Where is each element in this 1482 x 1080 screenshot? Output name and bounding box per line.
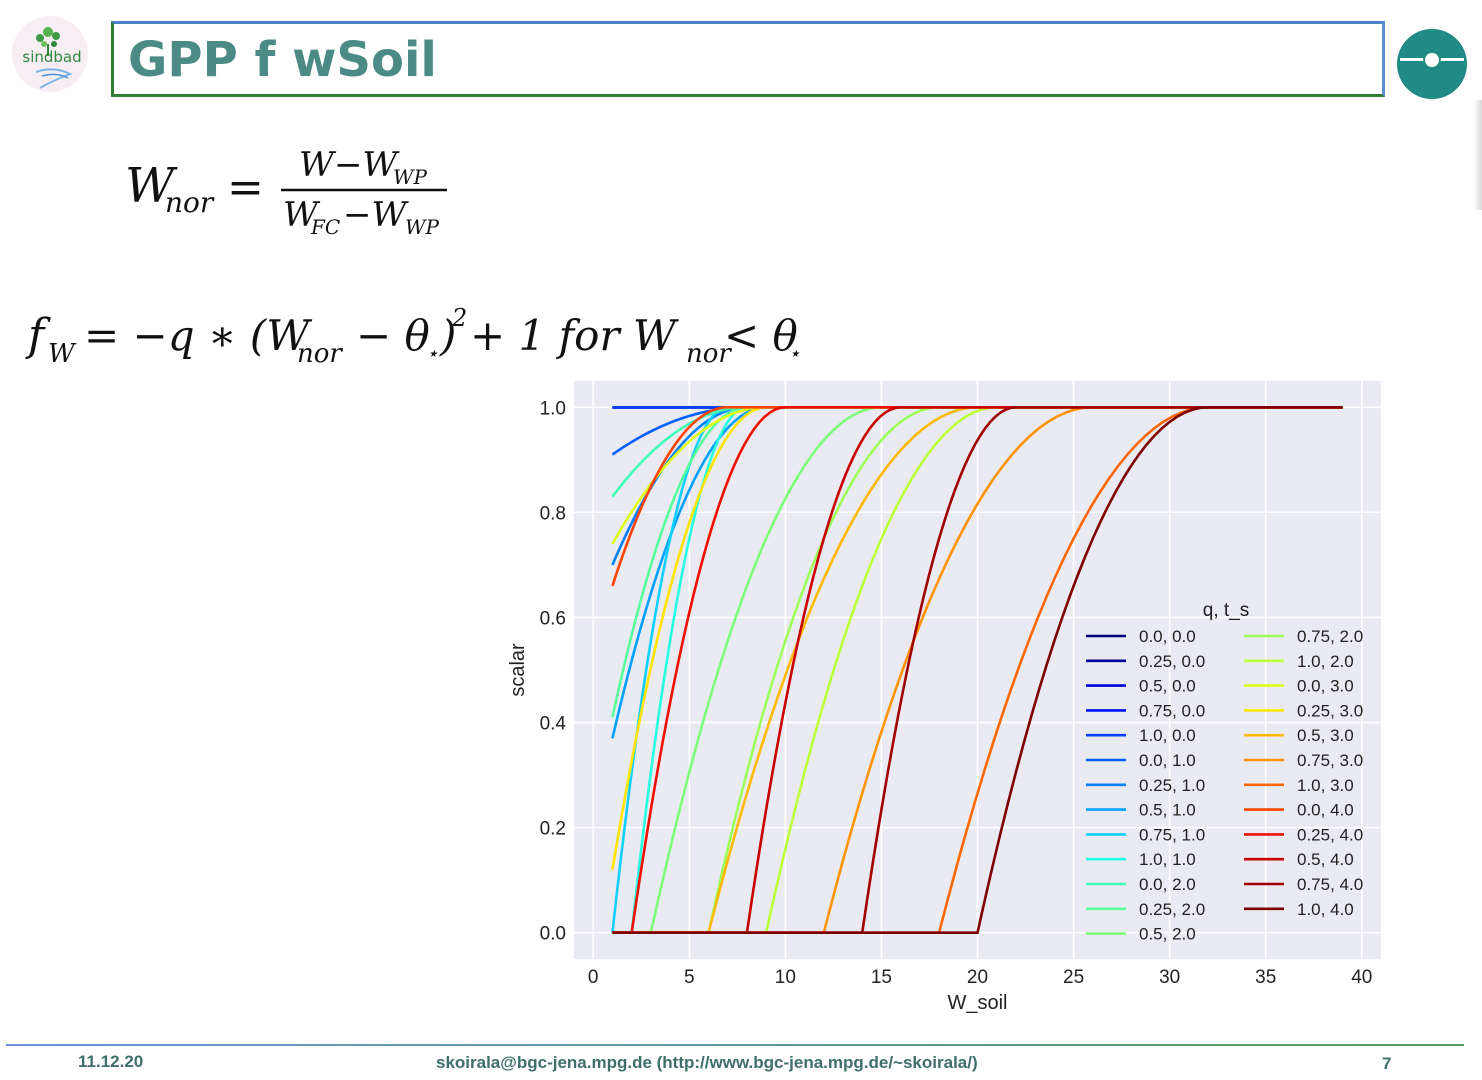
x-tick-label: 30	[1159, 967, 1180, 988]
series-line	[612, 405, 1343, 935]
series-line	[611, 405, 1343, 718]
legend-label: 0.75, 0.0	[1139, 701, 1205, 720]
y-tick-label: 0.6	[540, 608, 566, 629]
series-line	[612, 405, 1343, 935]
legend-label: 0.75, 4.0	[1297, 875, 1363, 894]
eq2-rhs-c: )	[439, 311, 456, 360]
eq2-rhs-e: < θ	[724, 311, 798, 360]
x-tick-label: 0	[588, 967, 599, 988]
eq2-rhs-b: − θ	[356, 311, 430, 360]
equation-wnor: W nor = W−W WP W FC −W WP	[125, 145, 447, 239]
series-line	[611, 405, 1343, 933]
legend-label: 0.0, 0.0	[1139, 627, 1196, 646]
eq1-lhs-sub: nor	[165, 186, 215, 219]
x-tick-label: 25	[1063, 967, 1084, 988]
footer-divider	[6, 1044, 1464, 1046]
legend-label: 0.0, 4.0	[1297, 801, 1354, 820]
legend-label: 1.0, 3.0	[1297, 776, 1354, 795]
legend-label: 0.5, 0.0	[1139, 677, 1196, 696]
eq2-rhs-d: + 1 for W	[470, 311, 680, 360]
series-line	[612, 405, 1343, 935]
legend-label: 0.25, 3.0	[1297, 701, 1363, 720]
legend-label: 0.5, 1.0	[1139, 801, 1196, 820]
legend-label: 0.0, 2.0	[1139, 875, 1196, 894]
legend-label: 1.0, 2.0	[1297, 652, 1354, 671]
y-tick-label: 0.8	[540, 503, 566, 524]
y-tick-label: 1.0	[540, 398, 566, 419]
series-line	[612, 405, 1343, 935]
x-tick-label: 15	[871, 967, 892, 988]
series-line	[612, 405, 1343, 935]
eq1-denominator-b-sub: WP	[405, 215, 440, 239]
series-line	[611, 405, 1343, 739]
legend-label: 0.5, 4.0	[1297, 850, 1354, 869]
series-line	[612, 405, 1343, 935]
y-tick-label: 0.0	[540, 924, 566, 945]
series-line	[611, 405, 1343, 566]
legend-label: 0.0, 3.0	[1297, 677, 1354, 696]
legend-label: 1.0, 0.0	[1139, 726, 1196, 745]
title-box: GPP f wSoil	[111, 21, 1385, 97]
y-tick-label: 0.4	[540, 714, 567, 735]
series-line	[612, 405, 1343, 935]
legend-title: q, t_s	[1203, 600, 1249, 621]
eq1-numerator-sub: WP	[393, 165, 428, 189]
logo-text: sindbad	[22, 48, 81, 66]
legend-label: 0.25, 0.0	[1139, 652, 1205, 671]
eq1-numerator: W−W	[299, 145, 400, 185]
legend-label: 1.0, 1.0	[1139, 850, 1196, 869]
eq2-power: 2	[451, 304, 467, 332]
y-axis-label: scalar	[507, 643, 529, 697]
series-line	[611, 405, 1343, 587]
x-tick-label: 40	[1351, 967, 1372, 988]
eq1-lhs: W	[125, 158, 178, 214]
eq2-lhs-sub: W	[48, 339, 77, 369]
sindbad-logo: sindbad	[12, 16, 88, 92]
x-tick-label: 35	[1255, 967, 1276, 988]
line-chart: 0 5 10 15 20 25 30 35 40 0.0 0.2 0.4 0.6 0.8 1.0 W_soil…	[507, 381, 1381, 1014]
eq1-denominator-a: W	[283, 195, 321, 235]
eq2-star: ⋆	[426, 341, 439, 365]
legend-label: 0.5, 2.0	[1139, 925, 1196, 944]
series-line	[611, 405, 1343, 545]
legend-label: 0.75, 3.0	[1297, 751, 1363, 770]
footer-contact: skoirala@bgc-jena.mpg.de (http://www.bgc…	[436, 1053, 978, 1072]
legend-label: 0.0, 1.0	[1139, 751, 1196, 770]
legend-label: 0.75, 2.0	[1297, 627, 1363, 646]
x-tick-label: 5	[684, 967, 695, 988]
eq1-denominator-a-sub: FC	[310, 215, 340, 239]
legend-label: 0.75, 1.0	[1139, 825, 1205, 844]
eq2-rhs-a: = −q ∗ (W	[84, 311, 313, 360]
institute-logo	[1397, 29, 1467, 99]
eq2-star-2: ⋆	[788, 341, 801, 365]
eq2-rhs-sub-2: nor	[686, 339, 732, 369]
chart-container: 0 5 10 15 20 25 30 35 40 0.0 0.2 0.4 0.6 0.8 1.0 W_soil…	[500, 378, 1400, 1018]
series-line	[611, 405, 1343, 498]
legend-label: 1.0, 4.0	[1297, 900, 1354, 919]
edge-shadow	[1474, 100, 1482, 210]
legend-label: 0.25, 1.0	[1139, 776, 1205, 795]
series-line	[611, 405, 1343, 870]
series-line	[612, 405, 1343, 935]
legend-label: 0.25, 4.0	[1297, 825, 1363, 844]
y-tick-label: 0.2	[540, 819, 566, 840]
legend-label: 0.5, 3.0	[1297, 726, 1354, 745]
x-tick-label: 20	[967, 967, 988, 988]
page-number: 7	[1382, 1054, 1392, 1073]
eq2-rhs-sub: nor	[297, 339, 343, 369]
legend-label: 0.25, 2.0	[1139, 900, 1205, 919]
x-tick-label: 10	[775, 967, 796, 988]
series-line	[612, 405, 1343, 935]
slide-title: GPP f wSoil	[128, 32, 437, 88]
svg-text:=: =	[227, 162, 264, 213]
x-axis-label: W_soil	[947, 992, 1007, 1014]
series-line	[612, 405, 1343, 935]
equation-fw: f W = −q ∗ (W nor − θ ⋆ ) 2 + 1 for W no…	[25, 304, 801, 369]
footer-date: 11.12.20	[78, 1052, 144, 1071]
eq1-denominator-b: −W	[343, 195, 409, 235]
